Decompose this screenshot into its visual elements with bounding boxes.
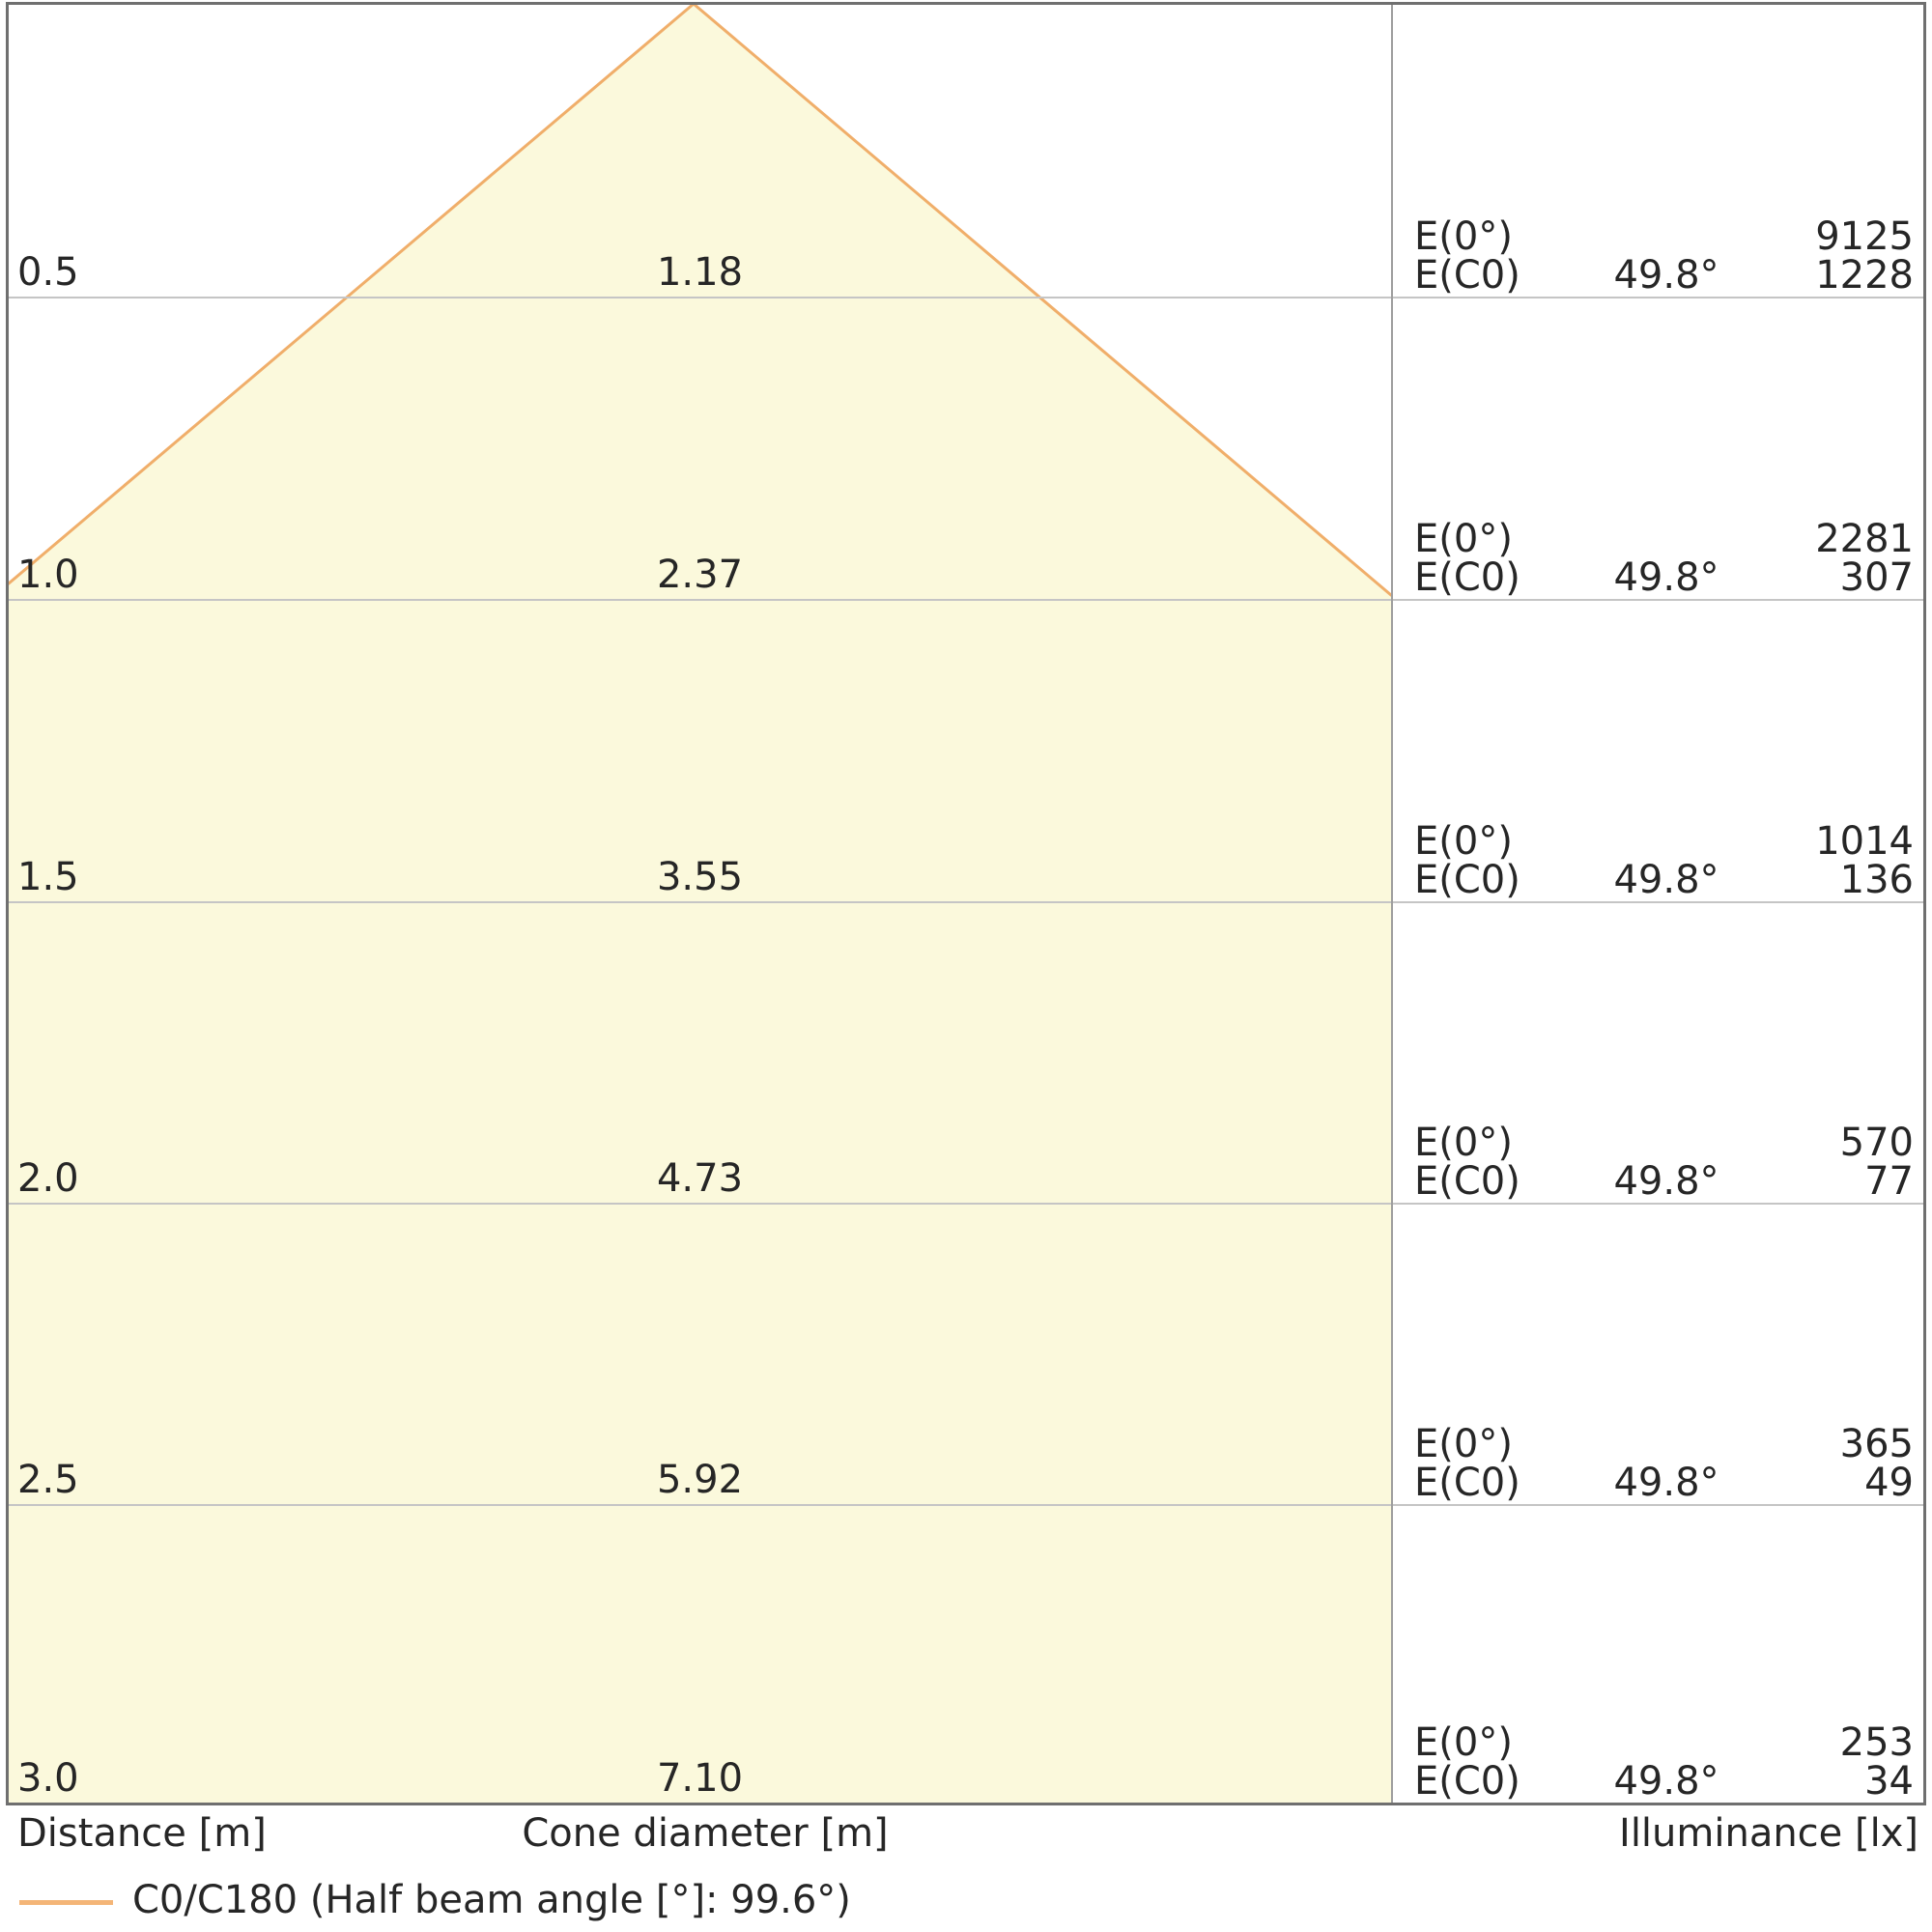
e0-value: 9125 — [1815, 214, 1914, 259]
gridline-0.5m — [9, 297, 1923, 298]
ec0-angle: 49.8° — [1613, 858, 1719, 902]
cone-edge-right — [692, 5, 1393, 597]
distance-label: 1.0 — [17, 553, 79, 597]
e0-value: 253 — [1839, 1720, 1914, 1765]
illuminance-row: E(0°) 2281 E(C0) 49.8° 307 — [1391, 520, 1918, 599]
ec0-angle: 49.8° — [1613, 555, 1719, 600]
axis-label-cone-diameter: Cone diameter [m] — [522, 1811, 889, 1856]
gridline-2.5m — [9, 1504, 1923, 1506]
light-cone-shape — [9, 5, 1393, 1803]
ec0-value: 1228 — [1815, 253, 1914, 298]
e0-value: 1014 — [1815, 819, 1914, 864]
e0-label: E(0°) — [1414, 1422, 1513, 1466]
ec0-label: E(C0) — [1414, 253, 1520, 298]
e0-value: 2281 — [1815, 517, 1914, 561]
illuminance-row: E(0°) 9125 E(C0) 49.8° 1228 — [1391, 217, 1918, 297]
table-divider-line — [1391, 5, 1393, 1803]
ec0-value: 49 — [1864, 1461, 1914, 1505]
ec0-label: E(C0) — [1414, 858, 1520, 902]
cone-diameter-value: 5.92 — [656, 1458, 744, 1502]
e0-line: E(0°) 2281 — [1391, 520, 1918, 558]
ec0-angle: 49.8° — [1613, 1461, 1719, 1505]
legend-line-sample — [19, 1900, 113, 1905]
illuminance-row: E(0°) 365 E(C0) 49.8° 49 — [1391, 1425, 1918, 1504]
cone-fill-area — [9, 5, 1391, 1803]
e0-label: E(0°) — [1414, 214, 1513, 259]
ec0-line: E(C0) 49.8° 77 — [1391, 1162, 1918, 1201]
ec0-line: E(C0) 49.8° 49 — [1391, 1463, 1918, 1502]
cone-diameter-value: 3.55 — [656, 855, 744, 899]
diagram-frame: 0.5 1.18 E(0°) 9125 E(C0) 49.8° 1228 1.0… — [6, 2, 1926, 1805]
cone-edge-left — [9, 5, 696, 585]
cone-diameter-value: 4.73 — [656, 1156, 744, 1201]
e0-label: E(0°) — [1414, 1720, 1513, 1765]
e0-label: E(0°) — [1414, 1121, 1513, 1165]
axis-label-distance: Distance [m] — [17, 1811, 267, 1856]
legend-label: C0/C180 (Half beam angle [°]: 99.6°) — [132, 1878, 851, 1922]
ec0-value: 77 — [1864, 1159, 1914, 1204]
gridline-1.0m — [9, 599, 1923, 601]
e0-line: E(0°) 365 — [1391, 1425, 1918, 1463]
ec0-label: E(C0) — [1414, 555, 1520, 600]
ec0-line: E(C0) 49.8° 1228 — [1391, 256, 1918, 295]
e0-value: 570 — [1839, 1121, 1914, 1165]
illuminance-row: E(0°) 253 E(C0) 49.8° 34 — [1391, 1723, 1918, 1803]
legend: C0/C180 (Half beam angle [°]: 99.6°) — [0, 1878, 1932, 1932]
ec0-line: E(C0) 49.8° 307 — [1391, 558, 1918, 597]
cone-diameter-value: 2.37 — [656, 553, 744, 597]
distance-label: 2.0 — [17, 1156, 79, 1201]
ec0-line: E(C0) 49.8° 34 — [1391, 1762, 1918, 1801]
distance-label: 1.5 — [17, 855, 79, 899]
e0-label: E(0°) — [1414, 819, 1513, 864]
ec0-label: E(C0) — [1414, 1759, 1520, 1804]
e0-line: E(0°) 570 — [1391, 1123, 1918, 1162]
ec0-value: 34 — [1864, 1759, 1914, 1804]
e0-line: E(0°) 9125 — [1391, 217, 1918, 256]
ec0-value: 307 — [1839, 555, 1914, 600]
distance-label: 3.0 — [17, 1756, 79, 1801]
ec0-line: E(C0) 49.8° 136 — [1391, 861, 1918, 899]
distance-label: 2.5 — [17, 1458, 79, 1502]
cone-diameter-value: 1.18 — [656, 250, 744, 295]
ec0-label: E(C0) — [1414, 1461, 1520, 1505]
ec0-label: E(C0) — [1414, 1159, 1520, 1204]
ec0-angle: 49.8° — [1613, 1759, 1719, 1804]
gridline-2.0m — [9, 1203, 1923, 1205]
distance-label: 0.5 — [17, 250, 79, 295]
axis-label-illuminance: Illuminance [lx] — [1619, 1811, 1918, 1856]
ec0-angle: 49.8° — [1613, 253, 1719, 298]
cone-diameter-value: 7.10 — [656, 1756, 744, 1801]
ec0-value: 136 — [1839, 858, 1914, 902]
e0-label: E(0°) — [1414, 517, 1513, 561]
e0-line: E(0°) 253 — [1391, 1723, 1918, 1762]
illuminance-row: E(0°) 1014 E(C0) 49.8° 136 — [1391, 822, 1918, 901]
e0-value: 365 — [1839, 1422, 1914, 1466]
ec0-angle: 49.8° — [1613, 1159, 1719, 1204]
illuminance-row: E(0°) 570 E(C0) 49.8° 77 — [1391, 1123, 1918, 1203]
gridline-1.5m — [9, 901, 1923, 903]
e0-line: E(0°) 1014 — [1391, 822, 1918, 861]
